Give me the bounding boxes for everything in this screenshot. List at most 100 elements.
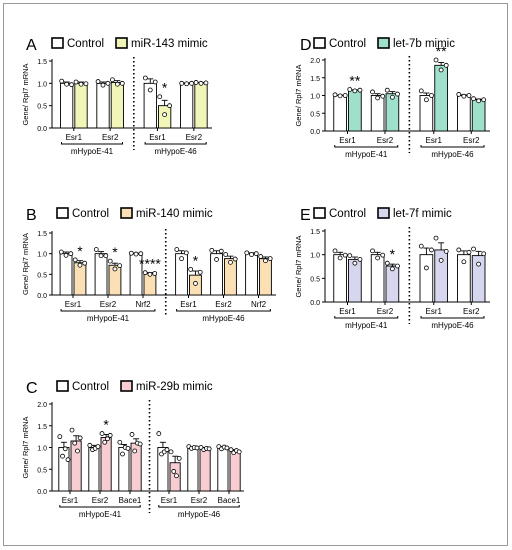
bar-treatment xyxy=(194,82,208,129)
data-point xyxy=(72,257,78,263)
legend: Control miR-140 mimic xyxy=(56,207,213,220)
group-label: mHypoE-46 xyxy=(155,147,198,156)
data-point xyxy=(443,62,449,68)
x-tick-label: Esr1 xyxy=(161,496,178,505)
bar-treatment xyxy=(434,64,448,132)
bar-treatment xyxy=(199,447,211,492)
data-point xyxy=(167,103,172,109)
data-point xyxy=(347,87,353,92)
group-bracket xyxy=(60,142,124,145)
significance-marker: * xyxy=(103,417,109,433)
data-point xyxy=(347,253,353,259)
bar-control xyxy=(59,253,73,296)
data-point xyxy=(206,446,212,452)
panel-b: B Control miR-140 mimic 0.0 0.5 1.0 1.5 Gene/ R… xyxy=(21,207,276,323)
bar-control xyxy=(94,253,108,296)
data-point xyxy=(77,435,83,441)
bar-treatment xyxy=(110,81,124,129)
data-point xyxy=(476,98,482,104)
x-tick-label: Esr2 xyxy=(186,133,203,142)
bar-treatment xyxy=(259,258,272,296)
legend-treatment-swatch xyxy=(120,207,133,219)
data-point xyxy=(456,92,462,97)
data-point xyxy=(337,255,343,261)
legend-control-swatch xyxy=(313,37,326,49)
group-bracket xyxy=(144,142,207,145)
legend-treatment-swatch xyxy=(120,380,133,392)
data-point xyxy=(78,81,84,87)
group-label: mHypoE-41 xyxy=(87,314,130,323)
y-tick-label: 0.5 xyxy=(37,104,47,111)
x-tick-label: Esr1 xyxy=(62,496,79,505)
y-tick-label: 2.0 xyxy=(37,402,47,409)
data-point xyxy=(174,247,180,252)
y-tick-label: 0.5 xyxy=(37,467,47,474)
group-bracket xyxy=(59,505,141,508)
data-point xyxy=(380,252,386,258)
bar-control xyxy=(180,82,194,129)
data-point xyxy=(128,250,134,256)
data-point xyxy=(389,266,395,272)
data-point xyxy=(352,88,358,94)
data-point xyxy=(183,250,189,256)
legend-control-swatch xyxy=(51,37,64,49)
data-point xyxy=(171,469,177,474)
data-point xyxy=(69,82,74,88)
data-point xyxy=(370,248,375,254)
bar-treatment xyxy=(348,258,362,303)
bar-control xyxy=(457,95,471,132)
group-label: mHypoE-41 xyxy=(345,321,388,330)
data-point xyxy=(223,252,229,257)
data-point xyxy=(132,448,138,454)
y-axis-label: Gene/ Rpl7 mRNA xyxy=(21,233,30,295)
bar-treatment xyxy=(74,82,88,129)
group-bracket xyxy=(158,505,240,508)
group-label: mHypoE-41 xyxy=(79,510,122,519)
legend-treatment-swatch xyxy=(377,207,390,219)
data-point xyxy=(198,80,204,86)
data-point xyxy=(119,80,125,86)
data-point xyxy=(114,81,120,87)
x-tick-label: Esr2 xyxy=(377,136,394,145)
data-point xyxy=(193,80,199,85)
data-point xyxy=(133,251,139,257)
group-label: mHypoE-41 xyxy=(71,147,114,156)
data-point xyxy=(253,251,259,257)
data-point xyxy=(100,82,106,88)
data-point xyxy=(65,457,71,463)
data-point xyxy=(481,251,487,257)
group-label: mHypoE-46 xyxy=(178,510,221,519)
x-tick-label: Esr2 xyxy=(463,136,480,145)
bar-treatment xyxy=(229,450,241,492)
y-tick-label: 0.0 xyxy=(37,489,47,496)
data-point xyxy=(236,449,242,455)
data-point xyxy=(59,78,65,84)
data-point xyxy=(147,87,153,93)
data-point xyxy=(64,81,70,87)
data-point xyxy=(62,446,68,452)
bar-treatment xyxy=(385,265,400,303)
legend-label: miR-29b mimic xyxy=(136,381,213,393)
data-point xyxy=(481,97,487,103)
y-tick-label: 1.5 xyxy=(37,231,47,238)
data-point xyxy=(152,79,158,85)
data-point xyxy=(58,249,64,255)
data-point xyxy=(179,80,185,86)
bar-control xyxy=(88,447,100,492)
data-point xyxy=(418,243,424,249)
data-point xyxy=(82,260,88,266)
data-point xyxy=(466,249,472,255)
data-point xyxy=(184,81,190,87)
data-point xyxy=(110,77,115,83)
data-point xyxy=(433,235,439,241)
group-bracket xyxy=(420,316,485,319)
group-bracket xyxy=(60,309,156,312)
panel-a: A Control miR-143 mimic 0.0 0.5 1.0 1.5 Gene/ R… xyxy=(21,37,212,156)
data-point xyxy=(102,439,108,445)
data-point xyxy=(249,252,254,257)
data-point xyxy=(429,93,434,98)
data-point xyxy=(232,256,238,262)
data-point xyxy=(168,449,174,455)
y-tick-label: 1.5 xyxy=(37,424,47,431)
